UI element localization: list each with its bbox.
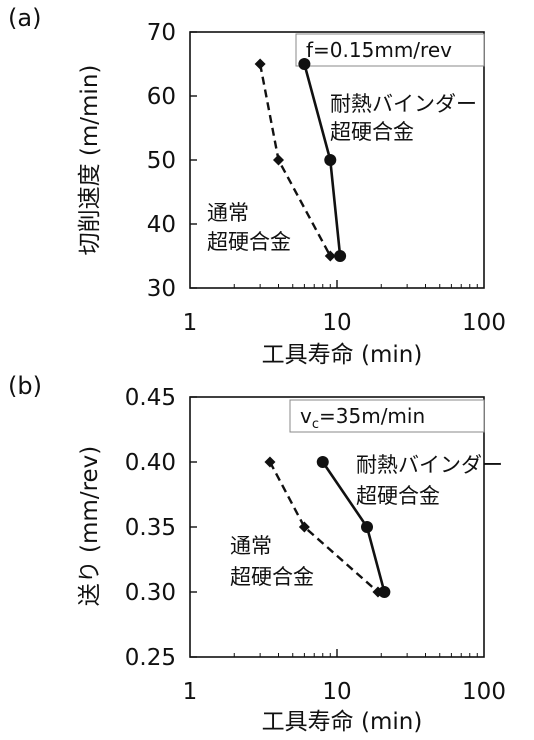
- series-label: 通常: [230, 534, 272, 558]
- y-tick-label: 0.40: [125, 450, 176, 476]
- y-tick-label: 70: [147, 20, 176, 46]
- data-point-circle: [324, 154, 337, 166]
- condition-box: f=0.15mm/rev: [295, 33, 485, 67]
- condition-value: f=0.15mm/rev: [306, 38, 452, 62]
- panel-label: (a): [8, 4, 41, 32]
- series-label: 耐熱バインダー: [356, 453, 503, 477]
- condition-value: =35m/min: [319, 404, 425, 428]
- data-point-diamond: [254, 58, 266, 70]
- y-tick-label: 0.35: [125, 515, 176, 541]
- condition-subscript: c: [312, 417, 319, 432]
- x-tick-label: 10: [322, 679, 351, 705]
- y-tick-label: 30: [147, 276, 176, 302]
- condition-symbol: v: [300, 404, 312, 428]
- plot-frame: [189, 396, 485, 658]
- y-tick-label: 0.45: [125, 385, 176, 411]
- data-point-circle: [361, 521, 374, 533]
- data-point-circle: [378, 586, 391, 598]
- condition-box-frame: [295, 33, 485, 67]
- condition-box-frame: [289, 399, 485, 433]
- data-point-diamond: [298, 521, 310, 533]
- y-tick-label: 60: [147, 84, 176, 110]
- condition-text: vc=35m/min: [300, 404, 425, 432]
- series-label: 耐熱バインダー: [330, 92, 477, 116]
- data-point-diamond: [324, 250, 336, 262]
- series-label: 超硬合金: [207, 230, 291, 254]
- y-axis-title: 送り (mm/rev): [77, 446, 103, 607]
- x-tick-label: 1: [183, 679, 198, 705]
- series-line: [258, 63, 332, 257]
- data-point-diamond: [372, 586, 384, 598]
- x-axis-title: 工具寿命 (min): [262, 709, 423, 735]
- x-tick-label: 10: [322, 310, 351, 336]
- series-label: 超硬合金: [356, 484, 440, 508]
- condition-box: vc=35m/min: [289, 399, 485, 433]
- series-label: 超硬合金: [330, 120, 414, 144]
- y-tick-label: 0.25: [125, 645, 176, 671]
- condition-text: f=0.15mm/rev: [306, 38, 452, 62]
- data-point-circle: [316, 456, 329, 468]
- chart-panel-1: (a) f=0.15mm/rev 1 10 100 30 40 50 60 70 工具寿命 (min…: [8, 4, 506, 368]
- panel-label: (b): [8, 372, 42, 400]
- x-tick-label: 100: [462, 679, 506, 705]
- y-axis-title: 切削速度 (m/min): [77, 65, 103, 256]
- y-tick-label: 0.30: [125, 580, 176, 606]
- x-axis-title: 工具寿命 (min): [262, 342, 423, 368]
- y-tick-label: 40: [147, 212, 176, 238]
- data-point-diamond: [264, 456, 276, 468]
- series-line: [321, 461, 386, 593]
- data-point-circle: [334, 250, 347, 262]
- series-label: 通常: [207, 201, 249, 225]
- chart-panel-2: (b) vc=35m/min 1 10 100 0.25 0.30 0.35 0.40 0.45 工…: [8, 372, 506, 735]
- y-tick-label: 50: [147, 148, 176, 174]
- x-tick-label: 1: [183, 310, 198, 336]
- series-label: 超硬合金: [230, 565, 314, 589]
- data-point-diamond: [273, 154, 285, 166]
- x-tick-label: 100: [462, 310, 506, 336]
- data-point-circle: [298, 58, 311, 70]
